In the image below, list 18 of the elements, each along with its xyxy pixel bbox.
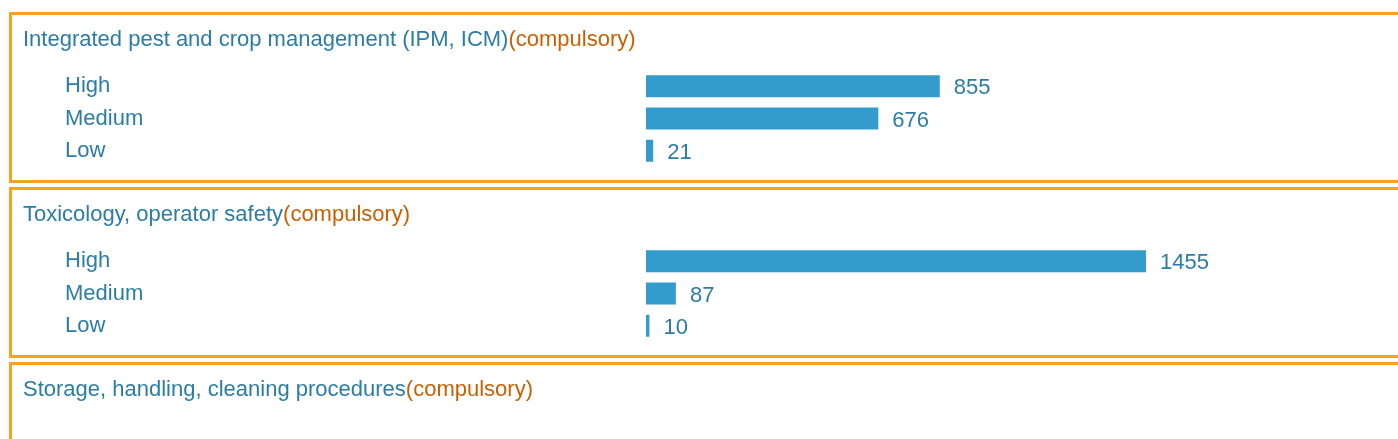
data-label: 855 [953,74,991,100]
chart-subtitle: (compulsory) [508,26,636,51]
y-tick-label: High [65,72,111,98]
data-label: 1455 [1160,249,1209,275]
text: Storage, handling, cleaning procedures [23,376,406,401]
text: Integrated pest and crop management (IPM, ICM) [23,26,509,51]
y-tick-label: Low [65,311,106,337]
text: (compulsory) [283,201,411,226]
y-tick-label: Low [65,136,106,162]
y-tick-label: Medium [65,279,144,305]
data-label: 676 [892,106,930,132]
data-label: 87 [689,281,715,307]
y-tick-label: Medium [65,104,144,130]
text: Toxicology, operator safety [23,201,284,226]
data-label: 10 [663,313,688,339]
data-label: 21 [667,138,692,164]
y-tick-label: High [65,247,111,273]
text: (compulsory) [405,376,533,401]
